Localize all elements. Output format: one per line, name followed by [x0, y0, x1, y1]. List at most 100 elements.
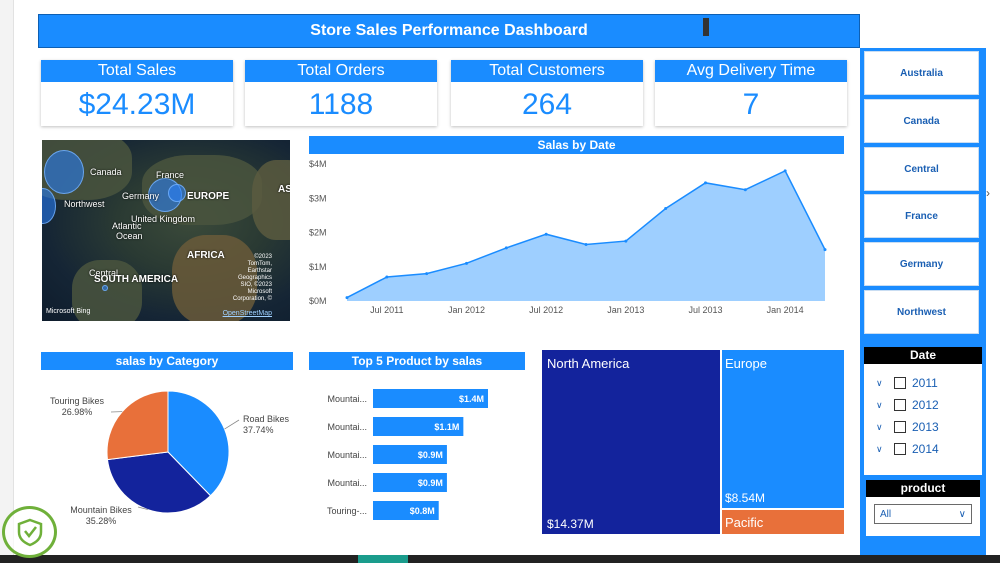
year-label: 2013 [912, 420, 939, 434]
treemap-label: North America [547, 356, 630, 371]
treemap-value: $8.54M [725, 491, 766, 505]
bar[interactable] [373, 473, 447, 492]
slicer-region-germany[interactable]: Germany [864, 242, 979, 286]
bar-value-label: $1.4M [459, 394, 484, 404]
chevron-right-icon[interactable]: › [986, 186, 990, 200]
chevron-down-icon[interactable]: ∨ [876, 377, 883, 388]
bar[interactable] [373, 389, 488, 408]
x-tick-label: Jul 2012 [529, 305, 563, 315]
map-label-germany: Germany [122, 191, 160, 201]
line-chart-title: Salas by Date [309, 136, 844, 154]
kpi-value: 7 [742, 88, 760, 121]
data-point[interactable] [704, 181, 707, 185]
bar[interactable] [373, 445, 447, 464]
date-year-row[interactable]: ∨ 2012 [864, 394, 982, 416]
chevron-down-icon[interactable]: ∨ [876, 421, 883, 432]
kpi-value: 1188 [308, 88, 374, 121]
treemap-cell-north-america[interactable]: North America $14.37M [542, 350, 720, 534]
bar-value-label: $0.8M [410, 506, 435, 516]
slicer-region-australia[interactable]: Australia [864, 51, 979, 95]
slicer-region-central[interactable]: Central [864, 147, 979, 191]
data-point[interactable] [584, 242, 588, 246]
data-point[interactable] [624, 239, 628, 243]
data-point[interactable] [465, 261, 468, 265]
map-label-south-america: SOUTH AMERICA [94, 274, 179, 285]
treemap-label: Europe [725, 356, 767, 371]
checkbox[interactable] [894, 421, 906, 433]
map-land [252, 160, 290, 240]
y-tick-label: $0M [309, 296, 327, 306]
checkbox[interactable] [894, 377, 906, 389]
kpi-value: 264 [521, 88, 573, 121]
bar-value-label: $0.9M [418, 450, 443, 460]
y-tick-label: $3M [309, 193, 327, 203]
taskbar [0, 555, 1000, 563]
sales-by-date-chart[interactable]: $0M $1M $2M $3M $4M Jul 2011 Jan 2012 Jul 2012 J… [305, 154, 850, 324]
data-point[interactable] [743, 188, 747, 192]
openstreetmap-link[interactable]: OpenStreetMap [222, 310, 272, 317]
kpi-total-sales[interactable]: Total Sales $24.23M [41, 60, 233, 126]
data-point[interactable] [783, 169, 787, 173]
slicer-region-canada[interactable]: Canada [864, 99, 979, 143]
x-tick-label: Jan 2014 [767, 305, 804, 315]
data-point[interactable] [425, 272, 429, 276]
bar-category-label: Mountai... [327, 422, 367, 432]
date-year-row[interactable]: ∨ 2013 [864, 416, 982, 438]
pie-leader-line [224, 419, 240, 430]
y-tick-label: $2M [309, 228, 327, 238]
map-label-france: France [156, 170, 185, 180]
map-label-europe: EUROPE [187, 191, 230, 202]
date-slicer: Date ∨ 2011 ∨ 2012 ∨ 2013 ∨ 2014 [864, 347, 982, 475]
map-label-northwest: Northwest [64, 199, 105, 209]
data-point[interactable] [345, 296, 349, 300]
pie-label: Road Bikes [243, 414, 290, 424]
shield-logo-icon [2, 506, 57, 558]
y-tick-label: $4M [309, 159, 327, 169]
slicer-region-northwest[interactable]: Northwest [864, 290, 979, 334]
product-dropdown[interactable]: All ∨ [874, 504, 972, 524]
checkbox[interactable] [894, 443, 906, 455]
data-point[interactable] [385, 275, 389, 279]
top-products-chart[interactable]: Mountai... $1.4M Mountai... $1.1M Mountai...… [309, 378, 539, 528]
x-tick-label: Jul 2011 [370, 305, 403, 315]
data-point[interactable] [823, 248, 827, 252]
chevron-down-icon[interactable]: ∨ [876, 443, 883, 454]
date-slicer-title: Date [864, 347, 982, 364]
kpi-label: Total Orders [245, 60, 437, 82]
bar[interactable] [373, 417, 464, 436]
taskbar-active-tab[interactable] [358, 555, 408, 563]
bar[interactable] [373, 501, 439, 520]
map-land [72, 260, 142, 321]
region-treemap[interactable]: North America $14.37M Europe $8.54M Paci… [542, 350, 844, 534]
treemap-label: Pacific [725, 515, 764, 530]
map-label-atlantic: Atlantic [112, 221, 142, 231]
map-bubble-france[interactable] [168, 184, 186, 202]
date-year-row[interactable]: ∨ 2011 [864, 372, 982, 394]
pie-slice[interactable] [106, 390, 169, 461]
pie-slice[interactable] [106, 451, 212, 514]
bar-category-label: Mountai... [327, 478, 367, 488]
data-point[interactable] [544, 232, 548, 236]
kpi-total-orders[interactable]: Total Orders 1188 [245, 60, 437, 126]
pie-label: Touring Bikes [50, 396, 105, 406]
map-label-asia: ASI [278, 184, 290, 195]
chevron-down-icon[interactable]: ∨ [876, 399, 883, 410]
slicer-region-france[interactable]: France [864, 194, 979, 238]
map-bubble-central[interactable] [102, 285, 108, 291]
map-bubble-canada[interactable] [44, 150, 84, 194]
data-point[interactable] [504, 246, 508, 250]
treemap-cell-europe[interactable]: Europe $8.54M [722, 350, 844, 508]
treemap-cell-pacific[interactable]: Pacific [722, 510, 844, 534]
checkbox[interactable] [894, 399, 906, 411]
area-fill [347, 170, 825, 301]
pie-slice[interactable] [167, 390, 230, 497]
sales-map[interactable]: Canada France Germany EUROPE Northwest U… [42, 140, 290, 321]
kpi-avg-delivery-time[interactable]: Avg Delivery Time 7 [655, 60, 847, 126]
bar-chart-title: Top 5 Product by salas [309, 352, 525, 370]
kpi-total-customers[interactable]: Total Customers 264 [451, 60, 643, 126]
date-year-row[interactable]: ∨ 2014 [864, 438, 982, 460]
year-label: 2011 [912, 376, 938, 390]
data-point[interactable] [664, 207, 668, 211]
pie-leader-line [137, 506, 148, 510]
